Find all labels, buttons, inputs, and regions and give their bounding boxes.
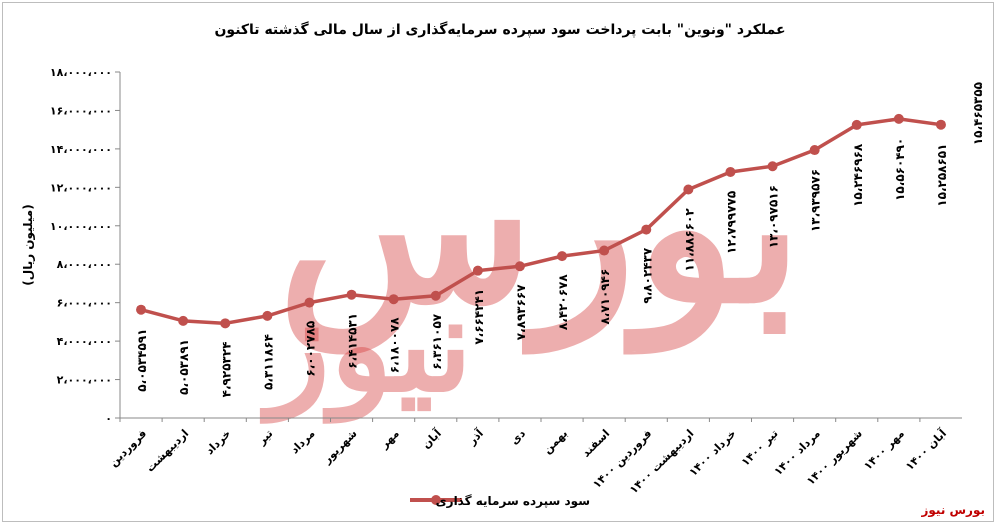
data-point — [430, 290, 441, 301]
data-label: ۵،۳۱۱۸۶۴ — [261, 334, 275, 390]
watermark-logo: بورس نیوز — [259, 103, 802, 424]
data-point — [346, 289, 357, 300]
x-tick-label: اسفند — [579, 427, 612, 460]
data-point — [767, 161, 778, 172]
x-tick-label: آذر — [464, 426, 486, 448]
data-label: ۱۲،۷۹۹۷۷۵ — [724, 191, 738, 254]
x-tick-label: اردیبهشت — [144, 427, 192, 475]
data-label: ۴،۹۲۵۳۲۴ — [219, 341, 233, 397]
x-tick-label: مهر ۱۴۰۰ — [861, 427, 907, 473]
y-tick-label: ۸،۰۰۰،۰۰۰ — [57, 258, 112, 271]
legend-label: سود سپرده سرمایه گذاری — [436, 494, 590, 509]
x-tick-label: بهمن — [541, 427, 570, 456]
y-tick-label: ۱۸،۰۰۰،۰۰۰ — [50, 66, 112, 79]
data-point — [472, 265, 483, 276]
x-tick-label: تیر — [255, 427, 276, 448]
y-tick-label: ۶،۰۰۰،۰۰۰ — [57, 297, 112, 310]
y-tick-label: ۲،۰۰۰،۰۰۰ — [57, 374, 112, 387]
data-point — [178, 315, 189, 326]
data-label: ۶،۳۶۱۰۵۷ — [430, 313, 444, 370]
y-tick-label: ۱۰،۰۰۰،۰۰۰ — [50, 220, 112, 233]
data-label: ۷،۶۶۴۲۴۱ — [472, 289, 486, 345]
series-group — [136, 113, 946, 329]
x-tick-label: شهریور — [320, 427, 360, 467]
data-point — [136, 304, 147, 315]
x-tick-label: مهر — [377, 427, 402, 452]
y-tick-label: ۰ — [105, 412, 112, 425]
data-label: ۷،۸۹۳۶۶۷ — [514, 284, 528, 341]
data-label-extra: ۱۵،۴۶۵۳۵۵ — [971, 82, 985, 145]
series-line — [140, 117, 942, 326]
data-point — [388, 294, 399, 305]
data-label: ۸،۷۱۰۹۴۶ — [598, 269, 612, 325]
data-label: ۱۳،۰۹۷۵۱۶ — [767, 185, 781, 248]
x-tick-label: فروردین — [107, 427, 149, 469]
data-label: ۱۳،۹۳۹۵۷۶ — [809, 169, 823, 232]
data-point — [893, 113, 904, 124]
brand-label: بورس نیوز — [920, 503, 985, 518]
data-label: ۵،۰۵۳۸۹۱ — [177, 339, 191, 395]
data-point — [851, 119, 862, 130]
data-label: ۱۵،۲۴۶۹۶۸ — [851, 143, 865, 207]
data-label: ۵،۰۵۳۴۵۹۱ — [135, 329, 149, 392]
x-tick-label: مرداد — [288, 427, 317, 456]
data-point — [809, 145, 820, 156]
data-label: ۸،۴۲۰۶۷۸ — [556, 274, 570, 331]
data-label: ۱۵،۵۶۰۴۹۰ — [893, 138, 907, 201]
data-label: ۹،۸۰۲۴۳۷ — [640, 247, 654, 304]
data-point — [935, 119, 946, 130]
data-point — [599, 245, 610, 256]
data-point — [262, 310, 273, 321]
x-tick-label: آبان — [419, 426, 444, 451]
data-label: ۱۵،۲۵۸۶۵۱ — [935, 144, 949, 207]
y-tick-label: ۱۴،۰۰۰،۰۰۰ — [50, 143, 112, 156]
x-tick-label: تیر ۱۴۰۰ — [739, 427, 781, 469]
data-label: ۶،۴۱۴۵۳۱ — [346, 313, 360, 369]
y-axis: ۰ ۲،۰۰۰،۰۰۰ ۴،۰۰۰،۰۰۰ ۶،۰۰۰،۰۰۰ ۸،۰۰۰،۰۰۰ ۱۰،… — [50, 66, 121, 425]
data-label: ۶،۱۸۰۰۷۸ — [388, 317, 402, 374]
data-point — [514, 261, 525, 272]
x-tick-label: آبان ۱۴۰۰ — [902, 426, 949, 473]
watermark-main-text: بورس — [278, 103, 803, 355]
chart-title: عملکرد "ونوین" بابت پرداخت سود سپرده سرم… — [214, 21, 785, 38]
data-point — [557, 251, 568, 262]
data-label: ۱۱،۸۸۶۶۰۲ — [682, 208, 696, 272]
x-tick-label: خرداد — [203, 427, 233, 457]
x-tick-label: دی — [508, 427, 529, 448]
y-tick-label: ۱۶،۰۰۰،۰۰۰ — [50, 104, 112, 117]
data-point — [725, 166, 736, 177]
data-point — [304, 297, 315, 308]
y-tick-label: ۱۲،۰۰۰،۰۰۰ — [50, 181, 112, 194]
data-labels: ۵،۰۵۳۴۵۹۱ ۵،۰۵۳۸۹۱ ۴،۹۲۵۳۲۴ ۵،۳۱۱۸۶۴ ۶،۰۰۲۷۸… — [135, 82, 985, 397]
data-point — [683, 184, 694, 195]
data-point — [641, 224, 652, 235]
legend-marker — [431, 495, 441, 505]
data-label: ۶،۰۰۲۷۸۵ — [303, 321, 317, 377]
data-point — [220, 318, 231, 329]
y-tick-label: ۴،۰۰۰،۰۰۰ — [57, 335, 112, 348]
legend: سود سپرده سرمایه گذاری — [410, 494, 590, 509]
y-axis-label: (میلیون ریال) — [21, 204, 36, 285]
